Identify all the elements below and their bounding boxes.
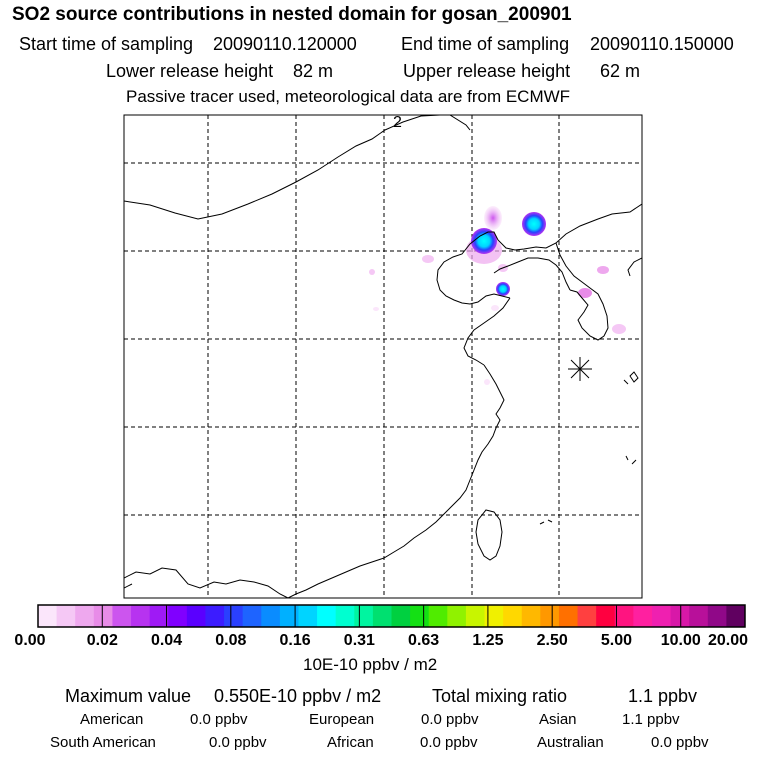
colorbar-tick-label: 0.63	[408, 632, 440, 649]
grid-lines	[124, 115, 642, 598]
colorbar-segment	[335, 605, 355, 627]
region-value: 0.0 ppbv	[209, 734, 267, 751]
colorbar-segment	[391, 605, 411, 627]
colorbar-segment	[484, 605, 504, 627]
colorbar-segment	[726, 605, 746, 627]
region-value: 0.0 ppbv	[420, 734, 478, 751]
region-value: 0.0 ppbv	[421, 711, 479, 728]
colorbar-segment	[168, 605, 188, 627]
lower-height-label: Lower release height	[106, 61, 274, 81]
region-value: 0.0 ppbv	[190, 711, 248, 728]
colorbar-segment	[707, 605, 727, 627]
start-time-label: Start time of sampling	[19, 34, 194, 54]
region-value: 0.0 ppbv	[651, 734, 709, 751]
colorbar-segment	[540, 605, 560, 627]
coastlines	[124, 115, 642, 598]
region-name: South American	[50, 734, 156, 751]
colorbar-tick-label: 0.04	[150, 632, 183, 649]
colorbar-tick-label: 0.00	[14, 632, 46, 649]
region-name: American	[80, 711, 144, 728]
colorbar-segment	[93, 605, 113, 627]
concentration-spots	[369, 206, 626, 385]
colorbar-tick-label: 0.31	[343, 632, 375, 649]
colorbar-segment	[651, 605, 672, 627]
region-name: Australian	[537, 734, 604, 751]
colorbar-segment	[410, 605, 430, 627]
chart-title: SO2 source contributions in nested domai…	[12, 4, 572, 25]
colorbar-segment	[503, 605, 523, 627]
colorbar-tick-label: 0.08	[215, 632, 247, 649]
colorbar-tick-label: 0.16	[279, 632, 311, 649]
end-time-value: 20090110.150000	[590, 34, 734, 54]
colorbar-segment	[317, 605, 337, 627]
colorbar-segment	[447, 605, 467, 627]
lower-height-value: 82 m	[293, 61, 334, 81]
colorbar-segment	[186, 605, 206, 627]
colorbar-segment	[279, 605, 299, 627]
colorbar-segment	[596, 605, 616, 627]
colorbar-segment	[224, 605, 244, 627]
map-frame	[123, 114, 643, 599]
colorbar-segment	[38, 605, 58, 627]
colorbar-segment	[689, 605, 709, 627]
colorbar-frame	[37, 604, 746, 628]
colorbar-segment	[614, 605, 634, 627]
total-mixing-value: 1.1 ppbv	[628, 686, 698, 706]
colorbar-segment	[242, 605, 262, 627]
colorbar-segment	[261, 605, 281, 627]
colorbar-tick-label: 10.00	[660, 632, 701, 649]
upper-height-value: 62 m	[600, 61, 641, 81]
colorbar-segment	[558, 605, 579, 627]
colorbar-segment	[633, 605, 653, 627]
colorbar-segment	[56, 605, 76, 627]
colorbar-tick-label: 1.25	[472, 632, 504, 649]
upper-height-label: Upper release height	[403, 61, 571, 81]
colorbar-segment	[131, 605, 151, 627]
colorbar-segment	[521, 605, 541, 627]
colorbar-segment	[465, 605, 486, 627]
colorbar-unit: 10E-10 ppbv / m2	[303, 655, 438, 674]
region-value: 1.1 ppbv	[622, 711, 680, 728]
colorbar-tick-label: 2.50	[536, 632, 568, 649]
region-name: European	[309, 711, 375, 728]
end-time-label: End time of sampling	[401, 34, 570, 54]
colorbar-tick-label: 5.00	[600, 632, 633, 649]
colorbar-segment	[372, 605, 392, 627]
tracer-note: Passive tracer used, meteorological data…	[126, 87, 571, 106]
colorbar-segment	[75, 605, 95, 627]
max-value: 0.550E-10 ppbv / m2	[214, 686, 382, 706]
colorbar	[38, 605, 746, 627]
start-time-value: 20090110.120000	[213, 34, 357, 54]
colorbar-tick-label: 0.02	[86, 632, 118, 649]
colorbar-segment	[149, 605, 169, 627]
region-name: African	[327, 734, 374, 751]
map-marker-label: 2	[393, 114, 402, 131]
region-name: Asian	[539, 711, 577, 728]
total-mixing-label: Total mixing ratio	[432, 686, 568, 706]
colorbar-segment	[205, 605, 225, 627]
colorbar-segment	[670, 605, 690, 627]
asterisk-icon	[568, 357, 592, 381]
colorbar-segment	[428, 605, 448, 627]
colorbar-tick-label: 20.00	[707, 632, 749, 649]
colorbar-segment	[298, 605, 318, 627]
max-value-label: Maximum value	[65, 686, 192, 706]
colorbar-segment	[577, 605, 597, 627]
colorbar-segment	[354, 605, 374, 627]
colorbar-segment	[112, 605, 132, 627]
